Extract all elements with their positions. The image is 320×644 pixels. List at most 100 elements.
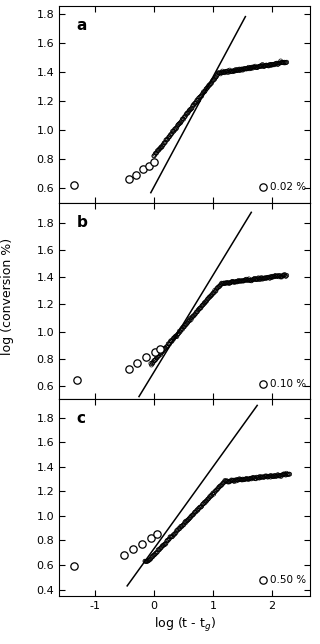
Point	[284, 270, 289, 280]
Point	[177, 118, 182, 128]
Point	[174, 124, 179, 134]
Point	[219, 68, 224, 78]
Point	[238, 276, 244, 287]
Point	[273, 59, 278, 69]
Point	[227, 66, 232, 76]
Point	[284, 468, 289, 478]
Point	[275, 471, 280, 481]
Point	[217, 482, 222, 492]
Point	[154, 529, 159, 540]
Point	[207, 80, 212, 90]
Point	[212, 285, 217, 296]
Point	[260, 274, 266, 284]
Point	[156, 145, 161, 155]
Point	[131, 544, 136, 554]
Point	[177, 326, 182, 336]
Point	[201, 86, 206, 97]
Point	[152, 550, 157, 560]
Point	[200, 88, 205, 99]
Point	[266, 471, 271, 482]
Point	[243, 275, 248, 285]
Point	[214, 283, 219, 294]
Point	[215, 283, 220, 293]
Point	[231, 277, 236, 287]
Point	[181, 114, 186, 124]
Point	[142, 556, 148, 566]
Point	[188, 512, 193, 522]
Point	[264, 272, 269, 283]
Point	[204, 296, 209, 307]
Point	[167, 337, 172, 347]
Point	[183, 111, 188, 122]
Point	[147, 160, 152, 171]
Point	[265, 472, 270, 482]
Point	[144, 556, 149, 567]
Point	[279, 470, 284, 480]
Point	[183, 516, 188, 527]
Point	[261, 273, 266, 283]
Point	[160, 540, 165, 551]
Point	[208, 291, 213, 301]
Point	[175, 525, 180, 535]
Point	[208, 79, 213, 90]
Point	[246, 275, 251, 285]
Point	[166, 339, 172, 349]
Point	[165, 535, 171, 545]
Point	[229, 66, 235, 77]
Point	[266, 272, 271, 282]
Point	[204, 496, 209, 506]
Point	[217, 68, 222, 78]
Point	[282, 58, 287, 68]
Point	[282, 270, 287, 281]
Point	[253, 274, 258, 285]
Point	[236, 66, 241, 76]
Point	[154, 148, 159, 158]
Text: b: b	[77, 214, 88, 230]
Point	[221, 67, 226, 77]
Point	[250, 63, 255, 73]
Point	[216, 483, 221, 493]
Point	[261, 472, 267, 482]
Point	[216, 482, 221, 492]
Point	[233, 277, 238, 287]
Point	[254, 274, 259, 285]
Point	[256, 272, 261, 283]
Point	[171, 126, 176, 137]
Point	[148, 358, 153, 368]
Point	[202, 298, 207, 308]
Point	[167, 339, 172, 349]
Point	[165, 341, 170, 351]
Point	[234, 476, 239, 486]
Point	[269, 272, 274, 282]
Point	[208, 290, 213, 301]
Point	[237, 66, 243, 76]
Point	[242, 475, 247, 485]
Point	[270, 59, 275, 70]
Point	[182, 322, 187, 332]
Point	[167, 131, 172, 142]
Point	[235, 64, 240, 75]
Point	[193, 308, 198, 319]
Point	[225, 66, 230, 76]
Point	[220, 66, 225, 76]
Point	[271, 271, 276, 281]
Point	[155, 146, 160, 156]
Point	[249, 275, 254, 285]
Point	[175, 525, 180, 535]
Point	[184, 319, 189, 330]
Point	[169, 336, 174, 346]
Point	[152, 549, 157, 560]
Point	[276, 270, 281, 281]
Point	[241, 64, 246, 74]
Point	[206, 493, 212, 503]
Point	[223, 66, 228, 77]
Point	[159, 347, 164, 357]
Point	[135, 357, 140, 368]
Point	[227, 477, 232, 487]
Point	[169, 129, 174, 139]
Point	[163, 137, 168, 147]
Point	[241, 276, 246, 286]
Point	[184, 109, 189, 119]
Point	[255, 62, 260, 73]
Point	[252, 62, 257, 72]
